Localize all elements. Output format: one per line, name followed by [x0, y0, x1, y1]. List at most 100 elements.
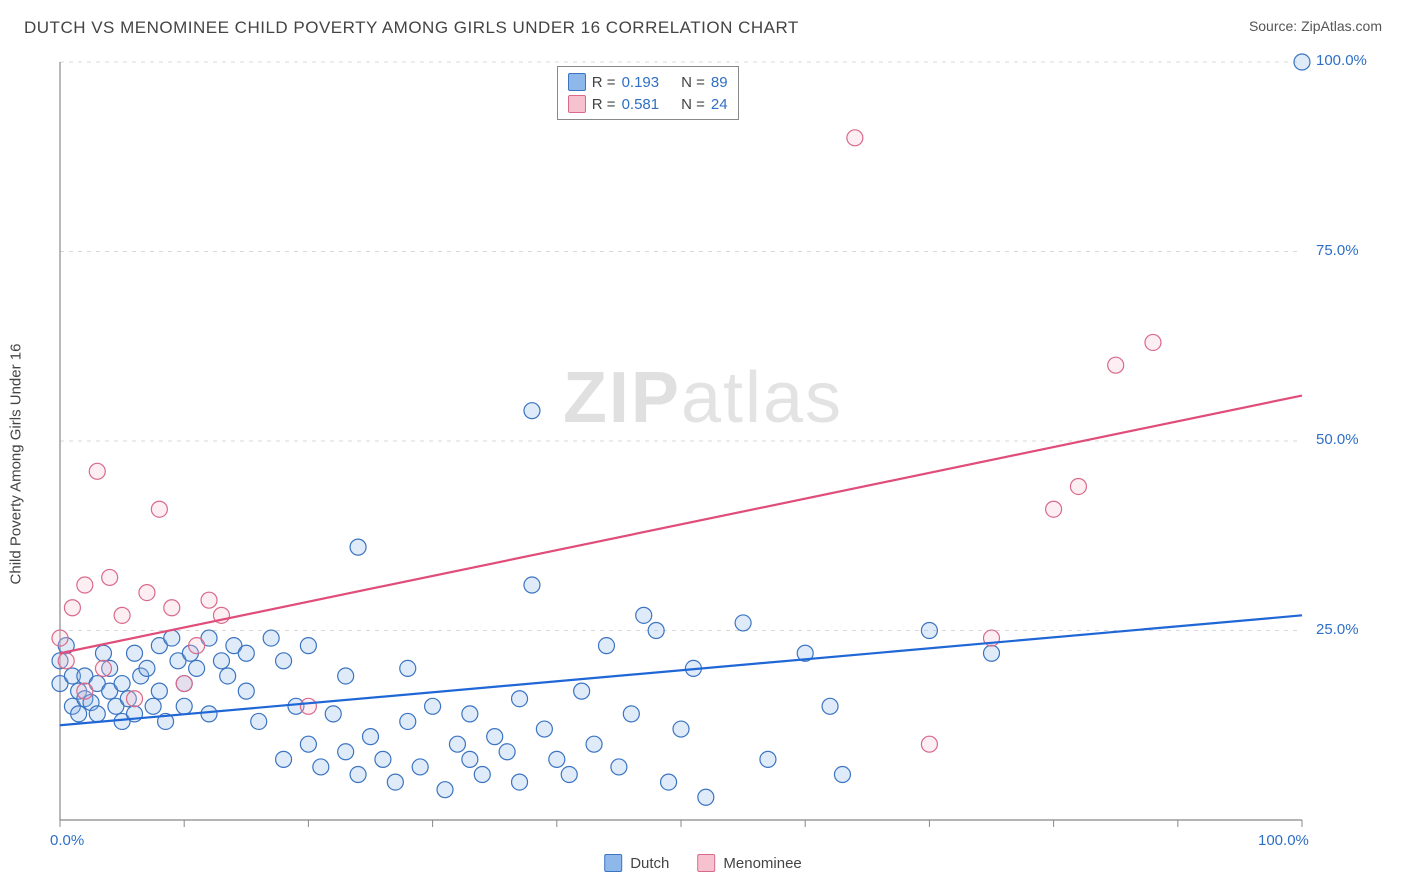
dutch-point — [263, 630, 279, 646]
dutch-point — [189, 660, 205, 676]
dutch-point — [561, 767, 577, 783]
menominee-point — [114, 607, 130, 623]
menominee-trendline — [60, 396, 1302, 654]
dutch-point — [338, 744, 354, 760]
dutch-point — [412, 759, 428, 775]
legend-N-label: N = — [681, 96, 705, 113]
menominee-point — [300, 698, 316, 714]
x-tick-label-right: 100.0% — [1258, 832, 1309, 849]
y-tick-label: 25.0% — [1316, 621, 1359, 638]
menominee-point — [164, 600, 180, 616]
legend-label: Menominee — [723, 855, 801, 872]
dutch-point — [549, 751, 565, 767]
dutch-point — [400, 713, 416, 729]
dutch-point — [487, 729, 503, 745]
dutch-point — [462, 706, 478, 722]
chart-area: Child Poverty Among Girls Under 16 ZIPat… — [24, 52, 1382, 876]
dutch-point — [145, 698, 161, 714]
menominee-point — [102, 569, 118, 585]
dutch-point — [387, 774, 403, 790]
dutch-point — [313, 759, 329, 775]
dutch-point — [598, 638, 614, 654]
dutch-trendline — [60, 615, 1302, 725]
menominee-point — [77, 577, 93, 593]
menominee-point — [58, 653, 74, 669]
menominee-point — [201, 592, 217, 608]
dutch-point — [151, 683, 167, 699]
legend-R-label: R = — [592, 74, 616, 91]
dutch-point — [325, 706, 341, 722]
dutch-point — [512, 774, 528, 790]
dutch-point — [648, 623, 664, 639]
dutch-point — [164, 630, 180, 646]
dutch-point — [338, 668, 354, 684]
dutch-point — [524, 403, 540, 419]
dutch-point — [350, 767, 366, 783]
source-attribution: Source: ZipAtlas.com — [1249, 18, 1382, 34]
y-axis-label: Child Poverty Among Girls Under 16 — [8, 344, 25, 585]
legend-row-dutch: R =0.193N =89 — [568, 71, 728, 93]
dutch-point — [611, 759, 627, 775]
y-tick-label: 50.0% — [1316, 431, 1359, 448]
dutch-point — [449, 736, 465, 752]
menominee-point — [1070, 478, 1086, 494]
dutch-point — [213, 653, 229, 669]
legend-swatch — [568, 95, 586, 113]
dutch-point — [300, 638, 316, 654]
menominee-point — [847, 130, 863, 146]
dutch-point — [375, 751, 391, 767]
dutch-point — [251, 713, 267, 729]
y-tick-label: 100.0% — [1316, 52, 1367, 69]
legend-N-value: 24 — [711, 96, 728, 113]
menominee-point — [1108, 357, 1124, 373]
scatter-plot-svg — [24, 52, 1382, 876]
menominee-point — [139, 585, 155, 601]
menominee-point — [77, 683, 93, 699]
dutch-point — [921, 623, 937, 639]
legend-R-value: 0.581 — [622, 96, 660, 113]
dutch-point — [735, 615, 751, 631]
dutch-point — [661, 774, 677, 790]
legend-R-value: 0.193 — [622, 74, 660, 91]
dutch-point — [984, 645, 1000, 661]
dutch-point — [220, 668, 236, 684]
legend-R-label: R = — [592, 96, 616, 113]
legend-item-menominee: Menominee — [697, 854, 801, 872]
dutch-point — [536, 721, 552, 737]
legend-N-value: 89 — [711, 74, 728, 91]
dutch-point — [276, 751, 292, 767]
dutch-point — [238, 683, 254, 699]
dutch-point — [89, 706, 105, 722]
menominee-point — [151, 501, 167, 517]
dutch-point — [400, 660, 416, 676]
legend-label: Dutch — [630, 855, 669, 872]
legend-swatch — [604, 854, 622, 872]
dutch-point — [238, 645, 254, 661]
dutch-point — [176, 698, 192, 714]
legend-swatch — [568, 73, 586, 91]
dutch-point — [114, 676, 130, 692]
dutch-point — [623, 706, 639, 722]
dutch-point — [363, 729, 379, 745]
dutch-point — [586, 736, 602, 752]
dutch-point — [350, 539, 366, 555]
dutch-point — [512, 691, 528, 707]
dutch-point — [499, 744, 515, 760]
menominee-point — [64, 600, 80, 616]
legend-swatch — [697, 854, 715, 872]
dutch-point — [139, 660, 155, 676]
dutch-point — [524, 577, 540, 593]
menominee-point — [89, 463, 105, 479]
menominee-point — [1145, 334, 1161, 350]
dutch-point — [462, 751, 478, 767]
dutch-point — [673, 721, 689, 737]
legend-item-dutch: Dutch — [604, 854, 669, 872]
menominee-point — [95, 660, 111, 676]
dutch-point — [636, 607, 652, 623]
dutch-point — [474, 767, 490, 783]
legend-row-menominee: R = 0.581 N = 24 — [568, 93, 728, 115]
chart-title: DUTCH VS MENOMINEE CHILD POVERTY AMONG G… — [24, 18, 799, 38]
dutch-point — [760, 751, 776, 767]
dutch-point — [698, 789, 714, 805]
dutch-point — [201, 706, 217, 722]
